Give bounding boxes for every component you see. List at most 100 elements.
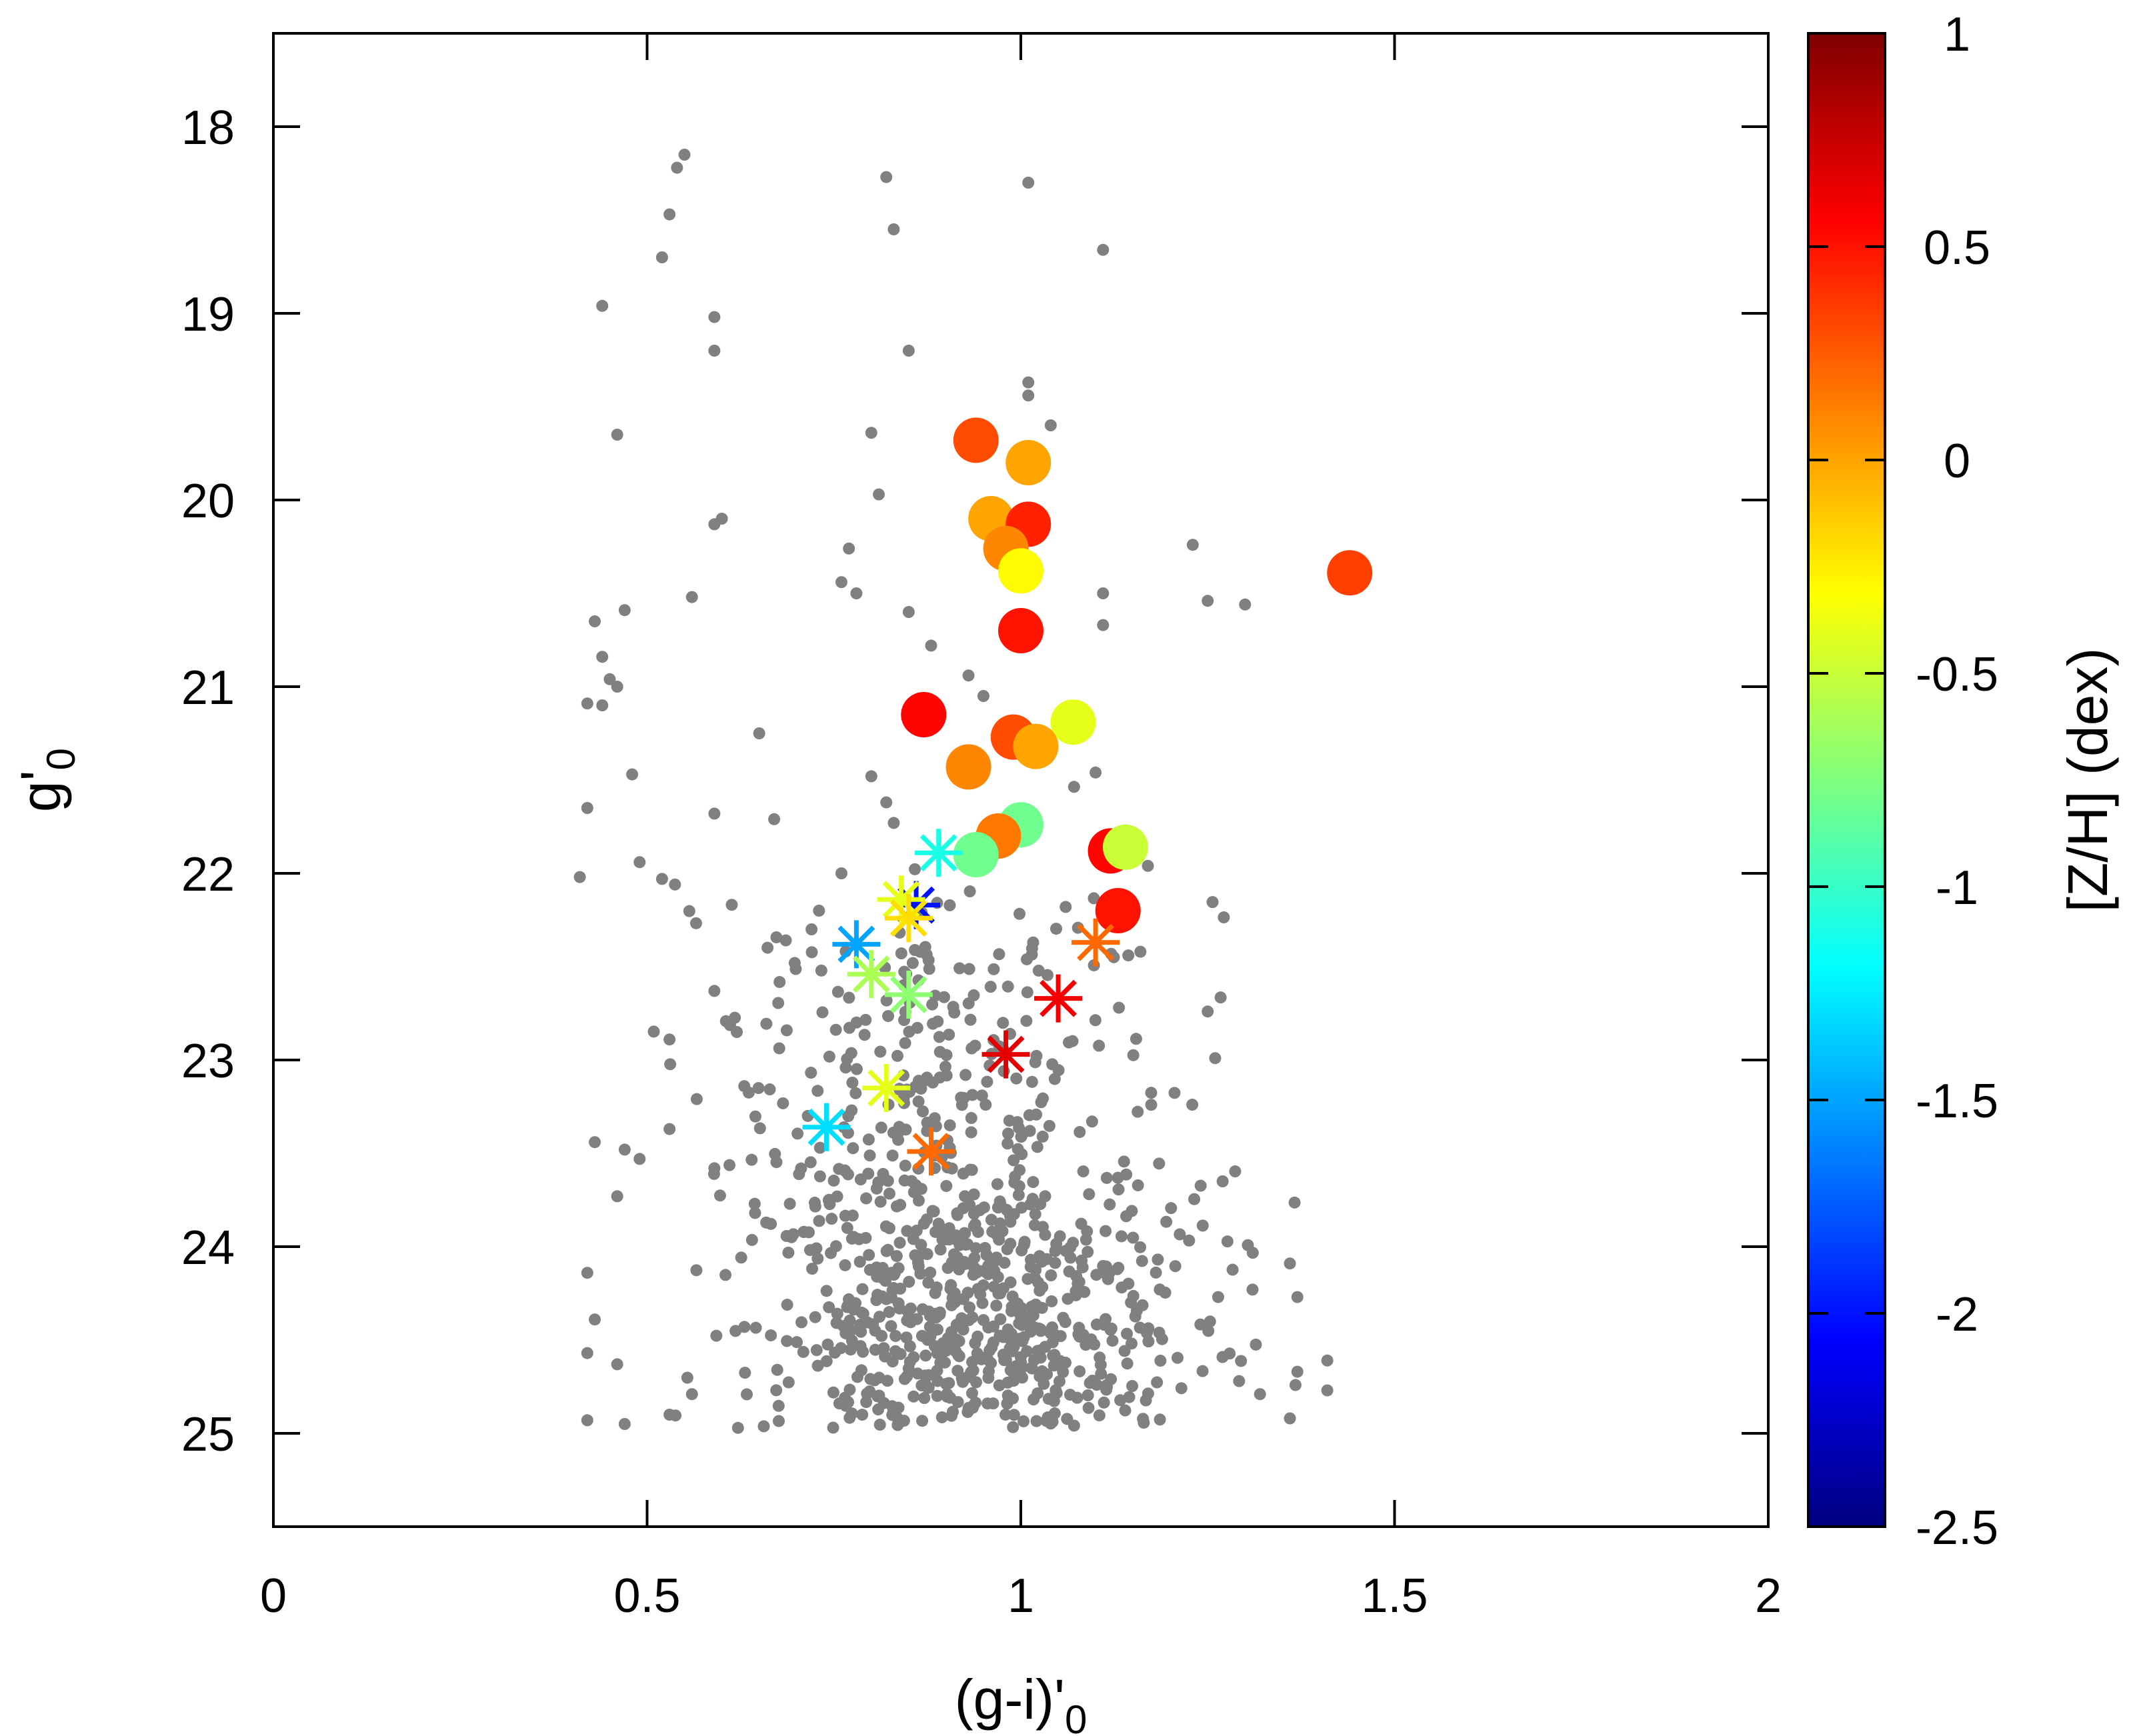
background-point: [1140, 1394, 1152, 1407]
background-point: [987, 963, 1000, 975]
background-point: [752, 1082, 765, 1095]
background-point: [1078, 1286, 1091, 1299]
background-point: [1001, 980, 1014, 993]
background-point: [940, 1049, 953, 1061]
background-point: [1151, 1376, 1164, 1389]
background-point: [1136, 1255, 1148, 1267]
background-point: [1246, 1247, 1259, 1259]
background-point: [1104, 1198, 1116, 1211]
background-point: [977, 1279, 989, 1292]
asterisk-marker: [981, 1030, 1030, 1079]
colorbar-tick-label: 1: [1944, 8, 1970, 61]
background-point: [664, 1058, 677, 1071]
x-tick-label: 1.5: [1361, 1569, 1428, 1623]
background-point: [1021, 1273, 1034, 1285]
background-point: [1233, 1375, 1246, 1387]
asterisk-stroke: [889, 899, 927, 937]
background-point: [1021, 1345, 1033, 1357]
background-point: [708, 985, 721, 997]
background-point: [1160, 1215, 1173, 1228]
asterisk-stroke: [1039, 979, 1077, 1017]
background-point: [748, 1197, 761, 1210]
background-point: [860, 1192, 873, 1205]
y-tick-label: 25: [181, 1408, 235, 1461]
background-point: [959, 1069, 972, 1081]
asterisk-marker: [884, 971, 933, 1019]
background-point: [892, 1262, 905, 1275]
circle-marker: [1050, 699, 1096, 745]
background-point: [901, 1225, 913, 1237]
background-point: [887, 223, 900, 235]
background-point: [982, 1365, 995, 1377]
background-point: [847, 1142, 859, 1155]
background-point: [1016, 1335, 1029, 1347]
background-point: [907, 1186, 920, 1199]
background-point: [738, 1321, 751, 1333]
background-point: [1289, 1379, 1302, 1391]
background-point: [795, 1316, 808, 1329]
background-point: [765, 1329, 777, 1342]
background-point: [1093, 1409, 1106, 1422]
background-point: [1097, 243, 1110, 256]
background-point: [1071, 1277, 1084, 1290]
background-point: [1097, 587, 1110, 599]
background-point: [895, 947, 907, 960]
background-point: [1174, 1228, 1186, 1241]
background-point: [887, 817, 900, 829]
background-point: [1086, 1115, 1098, 1128]
background-point: [977, 690, 989, 702]
background-point: [948, 1006, 961, 1019]
background-point: [893, 1237, 906, 1249]
background-point: [977, 1314, 989, 1327]
background-point: [997, 1017, 1009, 1029]
background-point: [1015, 1319, 1028, 1331]
background-point: [967, 1399, 980, 1412]
x-tick-label: 0.5: [613, 1569, 680, 1623]
background-point: [1039, 1341, 1051, 1353]
asterisk-stroke: [889, 976, 927, 1013]
asterisk-stroke: [807, 1108, 845, 1146]
background-point: [813, 1170, 826, 1183]
background-point: [1044, 1417, 1057, 1430]
background-point: [902, 606, 915, 618]
background-point: [842, 1110, 855, 1123]
colorbar-title: [Z/H] (dex): [2056, 648, 2119, 913]
background-point: [916, 1415, 929, 1427]
background-point: [835, 576, 847, 589]
background-point: [1119, 1404, 1132, 1417]
background-point: [1168, 1087, 1181, 1099]
x-tick-label: 1: [1007, 1569, 1034, 1623]
background-point: [861, 1387, 873, 1400]
background-point: [986, 1225, 999, 1238]
background-point: [1030, 1415, 1043, 1427]
background-point: [971, 1330, 984, 1343]
background-point: [903, 1340, 916, 1353]
background-point: [1284, 1257, 1296, 1270]
background-point: [1063, 1265, 1076, 1278]
background-point: [770, 1384, 783, 1397]
background-point: [739, 1367, 751, 1379]
background-point: [1088, 892, 1100, 905]
background-point: [1081, 1225, 1094, 1238]
background-point: [633, 1153, 646, 1165]
background-point: [923, 1309, 936, 1322]
background-point: [811, 1085, 824, 1097]
background-point: [1098, 1319, 1111, 1331]
background-point: [906, 957, 919, 969]
background-point: [933, 1071, 946, 1084]
background-point: [723, 1159, 736, 1171]
background-point: [1077, 1165, 1090, 1178]
background-point: [873, 1389, 885, 1402]
background-point: [965, 1112, 977, 1125]
background-point: [987, 1397, 999, 1410]
background-point: [1041, 969, 1053, 981]
background-point: [581, 1347, 593, 1359]
background-point: [883, 1187, 895, 1200]
background-point: [1134, 1241, 1147, 1253]
background-point: [863, 1249, 875, 1261]
background-point: [669, 878, 681, 891]
background-point: [725, 899, 738, 911]
background-point: [603, 673, 616, 685]
background-point: [917, 1217, 930, 1230]
background-point: [1057, 1311, 1069, 1324]
